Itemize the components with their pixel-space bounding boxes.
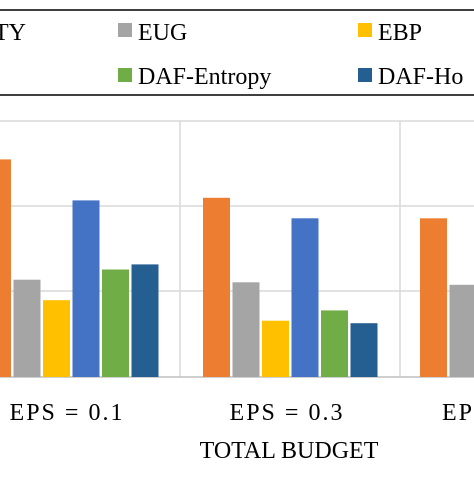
legend-label-ty: TY [0, 20, 26, 46]
bar-daf-entropy-cat-1 [102, 270, 129, 378]
x-axis-title: TOTAL BUDGET [200, 438, 379, 464]
legend-swatch-daf-ho [358, 68, 372, 82]
legend: TY EUG EBP DAF-Entropy DAF-Ho [0, 10, 474, 95]
legend-label-eug: EUG [138, 20, 187, 46]
bar-eug-cat-1 [14, 280, 41, 377]
legend-label-daf-entropy: DAF-Entropy [138, 64, 271, 90]
legend-swatch-ebp [358, 23, 372, 37]
category-label-2: EPS = 0.3 [230, 400, 345, 426]
bar-series-4-cat-1 [73, 200, 100, 377]
bar-ebp-cat-2 [262, 321, 289, 377]
bar-eug-cat-2 [233, 282, 260, 377]
category-label-3: EPS [442, 400, 474, 426]
legend-label-ebp: EBP [378, 20, 422, 46]
bar-ebp-cat-1 [43, 300, 70, 377]
bar-daf-ho-cat-2 [351, 323, 378, 377]
bar-ty-cat-1 [0, 159, 11, 377]
bar-series-4-cat-2 [292, 218, 319, 377]
category-label-1: EPS = 0.1 [10, 400, 125, 426]
bar-daf-ho-cat-1 [132, 264, 159, 377]
bar-ty-cat-2 [203, 198, 230, 377]
bar-eug-cat-3 [450, 285, 474, 377]
bar-daf-entropy-cat-2 [321, 310, 348, 377]
legend-swatch-daf-entropy [118, 68, 132, 82]
bar-ty-cat-3 [420, 218, 447, 377]
legend-label-daf-ho: DAF-Ho [378, 64, 463, 90]
legend-swatch-eug [118, 23, 132, 37]
